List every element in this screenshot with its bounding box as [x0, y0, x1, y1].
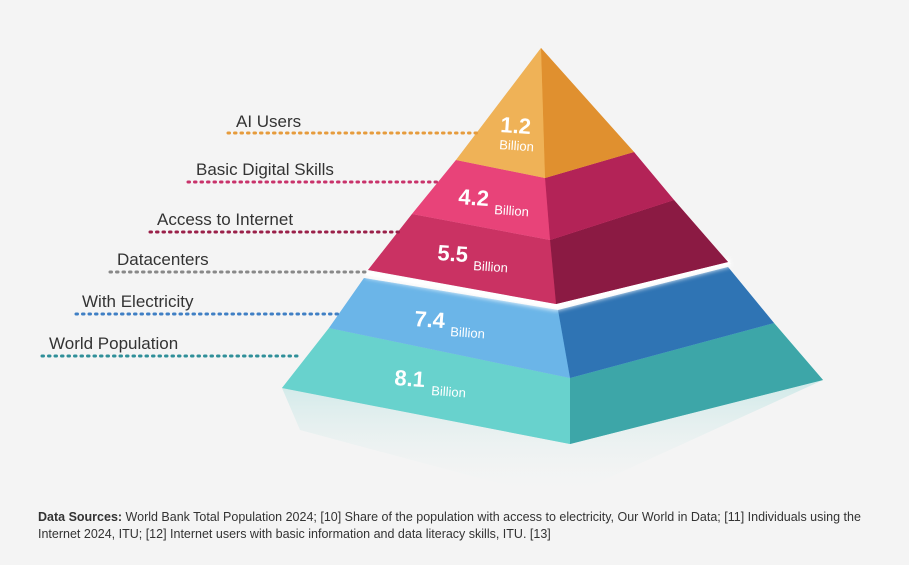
tier-with-electricity [329, 267, 774, 378]
world-population-unit: Billion [431, 383, 467, 400]
tier-access-to-internet [368, 200, 728, 304]
tier-ai-users [456, 48, 634, 178]
label-datacenters: Datacenters [117, 250, 209, 269]
data-sources: Data Sources: World Bank Total Populatio… [38, 509, 878, 543]
with-electricity-unit: Billion [450, 324, 486, 341]
basic-digital-skills-value: 4.2 [458, 184, 490, 211]
access-to-internet-unit: Billion [473, 258, 509, 275]
basic-digital-skills-unit: Billion [494, 202, 530, 219]
tier-world-population [282, 323, 823, 444]
ai-users-value: 1.2 [500, 112, 532, 139]
with-electricity-value: 7.4 [414, 306, 447, 333]
data-sources-heading: Data Sources: [38, 510, 123, 524]
ai-users-unit: Billion [499, 137, 535, 154]
tier-basic-digital-skills [412, 152, 674, 240]
pyramid-reflection [282, 380, 823, 500]
tier-datacenters-line [365, 257, 732, 311]
data-sources-text: World Bank Total Population 2024; [10] S… [38, 510, 861, 541]
label-access-to-internet: Access to Internet [157, 210, 294, 229]
label-ai-users: AI Users [236, 112, 302, 131]
world-population-value: 8.1 [394, 365, 426, 392]
label-basic-digital-skills: Basic Digital Skills [196, 160, 334, 179]
label-with-electricity: With Electricity [82, 292, 194, 311]
access-to-internet-value: 5.5 [437, 240, 469, 267]
label-world-population: World Population [49, 334, 179, 353]
